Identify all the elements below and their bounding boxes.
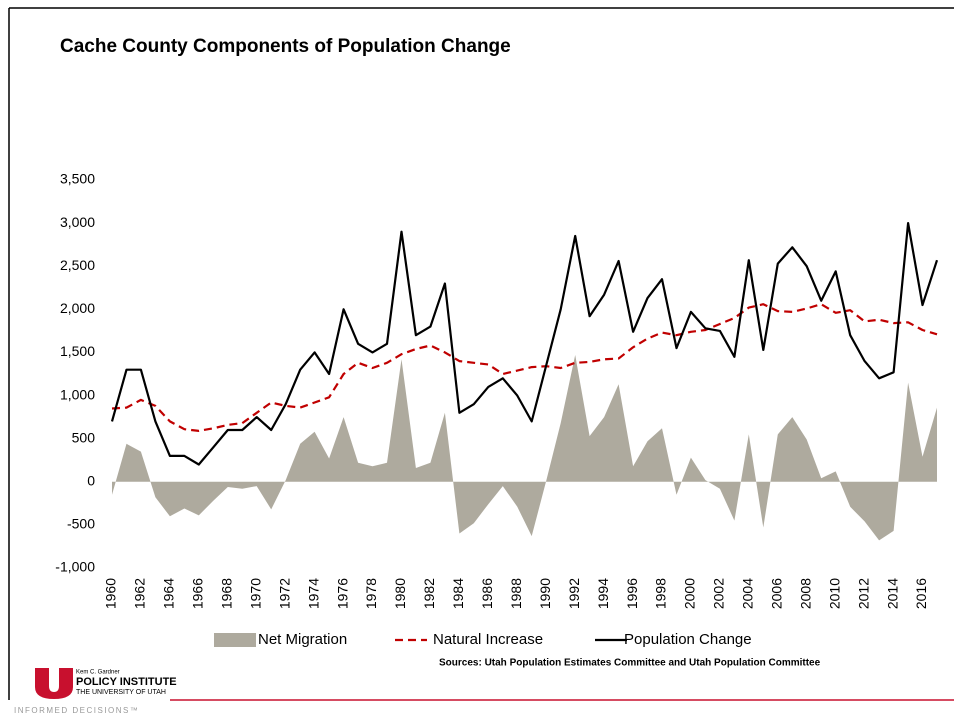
x-tick-label: 1960 xyxy=(103,578,119,609)
y-tick-label: 0 xyxy=(87,472,95,488)
legend-label: Population Change xyxy=(624,631,752,648)
logo-name: POLICY INSTITUTE xyxy=(76,676,177,688)
x-tick-label: 2006 xyxy=(768,578,784,609)
logo-university: THE UNIVERSITY OF UTAH xyxy=(76,689,166,696)
logo: Kem C. Gardner POLICY INSTITUTE THE UNIV… xyxy=(14,668,177,715)
area xyxy=(112,355,937,541)
x-tick-label: 2004 xyxy=(740,578,756,609)
legend-swatch xyxy=(214,633,256,647)
x-tick-label: 1988 xyxy=(508,578,524,609)
x-tick-label: 1998 xyxy=(653,578,669,609)
logo-mark xyxy=(35,668,73,699)
x-tick-label: 2014 xyxy=(884,578,900,609)
x-tick-label: 1982 xyxy=(421,578,437,609)
line xyxy=(110,222,939,466)
y-tick-label: -500 xyxy=(67,516,95,532)
x-tick-label: 2002 xyxy=(711,578,727,609)
y-tick-label: 500 xyxy=(72,429,96,445)
x-tick-label: 1976 xyxy=(334,578,350,609)
x-tick-label: 1972 xyxy=(276,578,292,609)
chart-title: Cache County Components of Population Ch… xyxy=(60,36,511,57)
y-tick-label: 2,000 xyxy=(60,300,95,316)
x-tick-label: 1966 xyxy=(190,578,206,609)
x-tick-label: 1990 xyxy=(537,578,553,609)
y-tick-label: 1,500 xyxy=(60,343,95,359)
x-tick-label: 1996 xyxy=(624,578,640,609)
x-tick-label: 1978 xyxy=(363,578,379,609)
x-tick-label: 2000 xyxy=(682,578,698,609)
logo-tagline: INFORMED DECISIONS™ xyxy=(14,706,139,715)
x-tick-label: 1974 xyxy=(305,578,321,609)
x-tick-label: 1962 xyxy=(132,578,148,609)
y-tick-label: 2,500 xyxy=(60,257,95,273)
x-tick-label: 1980 xyxy=(392,578,408,609)
x-tick-label: 1994 xyxy=(595,578,611,609)
y-tick-label: -1,000 xyxy=(55,559,95,575)
x-tick-label: 2012 xyxy=(855,578,871,609)
logo-small: Kem C. Gardner xyxy=(76,670,120,676)
x-tick-label: 1984 xyxy=(450,578,466,609)
legend-label: Net Migration xyxy=(258,631,347,648)
y-tick-label: 3,000 xyxy=(60,214,95,230)
y-tick-label: 1,000 xyxy=(60,386,95,402)
x-tick-label: 1964 xyxy=(161,578,177,609)
x-tick-label: 1970 xyxy=(247,578,263,609)
legend-label: Natural Increase xyxy=(433,631,543,648)
x-tick-label: 2010 xyxy=(826,578,842,609)
x-tick-label: 1968 xyxy=(218,578,234,609)
source-note: Sources: Utah Population Estimates Commi… xyxy=(439,658,821,669)
y-tick-label: 3,500 xyxy=(60,171,95,187)
line xyxy=(111,303,938,432)
x-tick-label: 1992 xyxy=(566,578,582,609)
x-tick-label: 1986 xyxy=(479,578,495,609)
x-tick-label: 2016 xyxy=(913,578,929,609)
x-tick-label: 2008 xyxy=(797,578,813,609)
